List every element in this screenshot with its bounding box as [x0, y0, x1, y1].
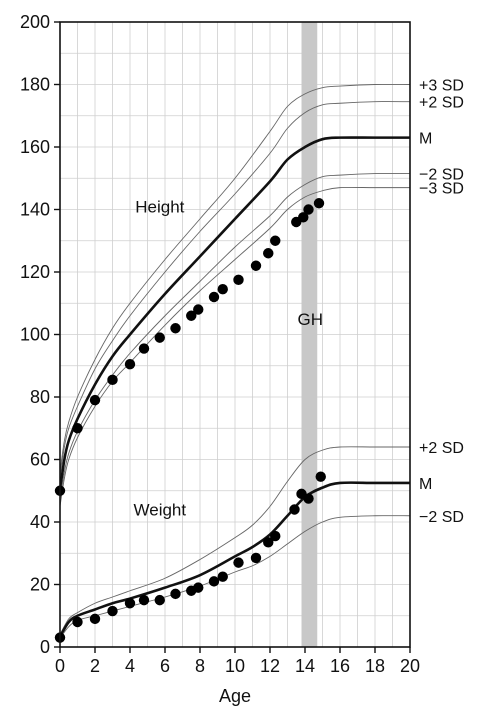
curve-labels: +3 SD+2 SDM−2 SD−3 SD+2 SDM−2 SD	[419, 78, 464, 526]
height-data-point	[270, 235, 281, 246]
weight-label-m: M	[419, 476, 432, 493]
height-data-point	[89, 394, 101, 406]
weight-data-point	[170, 588, 181, 600]
weight-label-plus2sd: +2 SD	[419, 440, 464, 457]
height-data-point	[186, 310, 197, 321]
weight-data-point	[72, 616, 83, 628]
y-tick-label: 60	[30, 450, 50, 470]
height-data-point	[250, 260, 262, 271]
x-tick-label: 10	[225, 656, 245, 676]
x-tick-label: 6	[160, 656, 170, 676]
y-axis-ticks: 0 20 40 60 80 100 120 140 160 180 200	[20, 12, 60, 657]
height-label-minus2sd: −2 SD	[419, 167, 464, 184]
height-label-minus3sd: −3 SD	[419, 181, 464, 198]
height-data-point	[138, 343, 150, 354]
y-tick-label: 80	[30, 387, 50, 407]
y-tick-label: 20	[30, 575, 50, 595]
reference-curves	[58, 83, 411, 639]
height-data-point	[303, 204, 314, 215]
weight-data-point	[208, 576, 220, 587]
y-tick-label: 160	[20, 137, 50, 157]
weight-data-point	[303, 493, 314, 504]
weight-data-point	[315, 471, 326, 482]
height-data-point	[313, 198, 325, 209]
height-data-point	[298, 212, 309, 223]
height-data-point	[154, 332, 165, 343]
height-data-point	[217, 283, 228, 295]
height-curve-minus3sd	[59, 186, 410, 507]
height-curve-minus2sd	[59, 172, 411, 501]
y-tick-label: 40	[30, 512, 50, 532]
weight-data-point	[154, 594, 165, 606]
weight-data-point	[107, 605, 118, 617]
height-curve-plus3sd	[59, 83, 411, 473]
y-tick-label: 0	[40, 637, 50, 657]
weight-data-point	[138, 594, 150, 606]
weight-curve-m	[58, 481, 410, 638]
height-data-point	[263, 248, 274, 259]
weight-data-point	[289, 504, 300, 515]
weight-curve-minus2sd	[59, 515, 411, 639]
y-tick-label: 120	[20, 262, 50, 282]
height-data-point	[170, 323, 181, 334]
gh-treatment-band	[301, 22, 318, 647]
x-tick-label: 0	[55, 656, 65, 676]
x-tick-label: 14	[295, 656, 315, 676]
height-label-plus2sd: +2 SD	[419, 95, 464, 112]
height-data-point	[233, 274, 244, 286]
height-annotation: Height	[135, 197, 184, 216]
y-tick-label: 200	[20, 12, 50, 32]
height-data-point	[107, 374, 118, 386]
x-tick-label: 18	[365, 656, 385, 676]
weight-data-point	[250, 552, 262, 564]
height-label-m: M	[419, 131, 432, 148]
y-tick-label: 140	[20, 200, 50, 220]
height-data-point	[72, 423, 83, 434]
x-axis-ticks: 0 2 4 6 8 10 12 14 16 18 20	[55, 647, 420, 676]
x-tick-label: 12	[260, 656, 280, 676]
gh-annotation: GH	[298, 310, 324, 329]
weight-data-point	[217, 571, 228, 582]
weight-curve-plus2sd	[59, 446, 410, 635]
weight-data-point	[270, 530, 281, 542]
x-tick-label: 16	[330, 656, 350, 676]
x-tick-label: 4	[125, 656, 135, 676]
weight-annotation: Weight	[134, 501, 187, 520]
y-tick-label: 180	[20, 75, 50, 95]
height-data-point	[208, 291, 220, 303]
x-tick-label: 2	[90, 656, 100, 676]
x-tick-label: 20	[400, 656, 420, 676]
height-curve-plus2sd	[59, 101, 411, 479]
weight-data-point	[263, 537, 274, 548]
grid-lines	[59, 21, 411, 648]
height-data-point	[193, 304, 204, 315]
weight-data-point	[233, 557, 244, 568]
height-label-plus3sd: +3 SD	[419, 78, 464, 95]
weight-label-minus2sd: −2 SD	[419, 509, 464, 526]
height-data-point	[124, 358, 136, 370]
y-tick-label: 100	[20, 325, 50, 345]
x-tick-label: 8	[195, 656, 205, 676]
weight-data-point	[193, 582, 204, 593]
x-axis-title: Age	[219, 686, 251, 706]
weight-data-point	[124, 598, 136, 609]
weight-data-point	[89, 613, 101, 625]
